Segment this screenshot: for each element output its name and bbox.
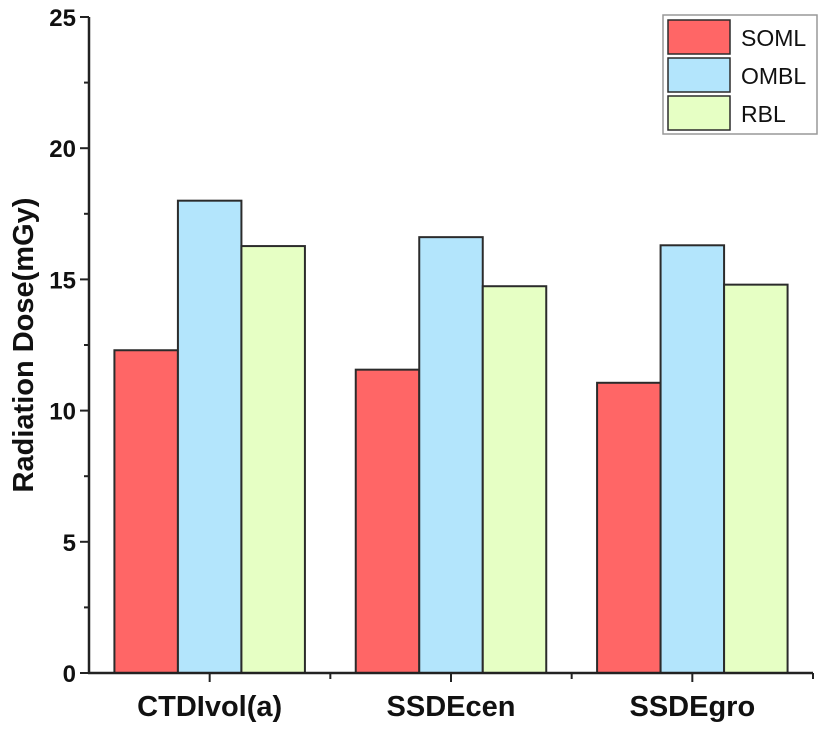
bar-soml-1 [354,368,421,674]
legend: SOML OMBL RBL [662,14,818,135]
y-tick-label: 0 [63,661,76,688]
axes-group: 0 5 10 15 20 25 CTDIvol(a) SSDEcen SSDEgro [49,5,814,723]
bar-soml-2 [596,381,662,674]
y-tick-label: 5 [63,530,76,557]
x-tick-label: SSDEgro [629,691,755,723]
y-tick-label: 25 [49,5,76,32]
y-tick-label: 20 [49,136,76,163]
legend-label-rbl: RBL [741,101,786,127]
bar-ombl-0 [176,199,243,674]
y-tick-label: 10 [49,399,76,426]
y-tick-label: 15 [49,267,76,294]
bar-rbl-2 [723,283,789,674]
y-axis-title: Radiation Dose(mGy) [8,198,40,493]
bar-rbl-1 [481,285,548,674]
legend-swatch-soml [667,19,731,55]
legend-label-ombl: OMBL [741,63,806,89]
bar-ombl-1 [418,236,484,674]
x-tick-label: SSDEcen [387,691,516,723]
bar-soml-0 [113,349,179,674]
bar-rbl-0 [240,245,306,674]
bar-ombl-2 [659,244,726,674]
legend-label-soml: SOML [741,25,806,51]
x-tick-label: CTDIvol(a) [137,691,282,723]
bars-group [113,199,789,674]
legend-swatch-rbl [667,95,731,131]
legend-swatch-ombl [667,57,731,93]
